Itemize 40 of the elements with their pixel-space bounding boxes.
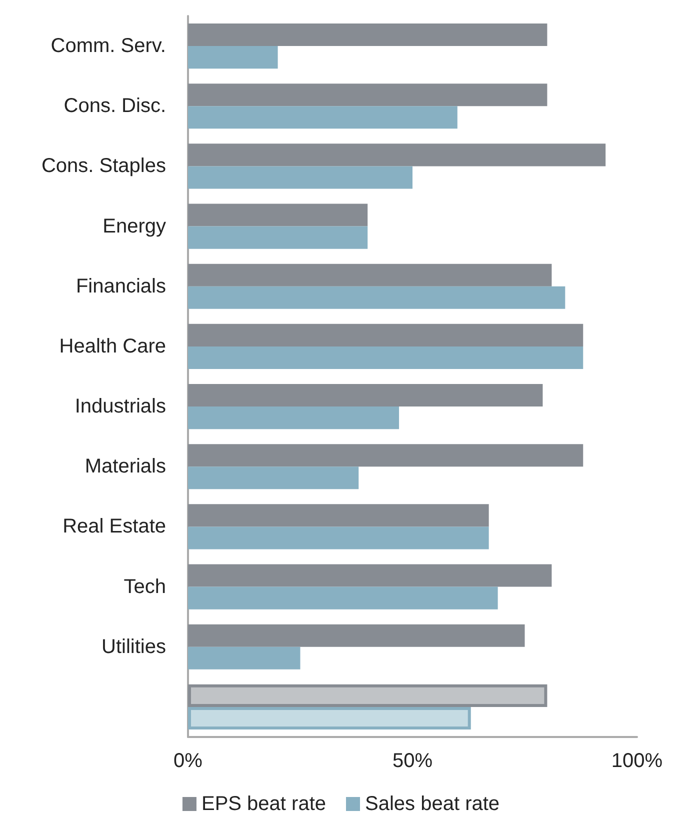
bar [188, 106, 458, 129]
bar [188, 466, 359, 490]
bar [188, 586, 498, 610]
y-tick-label: Tech [124, 576, 166, 598]
bar [188, 564, 552, 587]
bar [188, 624, 525, 647]
legend-label: Sales beat rate [364, 793, 500, 815]
y-tick-label: Cons. Disc. [64, 95, 166, 118]
bar [188, 84, 548, 106]
bar [188, 264, 552, 286]
bar [188, 346, 584, 369]
x-tick-label: 50% [392, 750, 433, 772]
bar [188, 204, 368, 226]
bar [188, 444, 584, 467]
legend-label: EPS beat rate [201, 793, 326, 815]
y-tick-label: Industrials [74, 396, 166, 418]
y-tick-label: Materials [84, 456, 166, 478]
bar [188, 384, 543, 407]
y-tick-label: Energy [102, 215, 166, 238]
y-tick-label: Health Care [59, 335, 166, 358]
bar [188, 24, 548, 46]
y-tick-label: Utilities [102, 636, 166, 658]
y-tick-label: Cons. Staples [41, 155, 166, 178]
y-tick-label: Financials [76, 275, 166, 298]
x-tick-label: 0% [174, 750, 203, 772]
bar [188, 144, 606, 166]
y-tick-label: Real Estate [62, 516, 166, 538]
bar [188, 46, 278, 69]
y-tick-label: Comm. Serv. [50, 35, 166, 58]
bar [188, 166, 412, 189]
bar [188, 226, 368, 249]
bar [188, 706, 471, 730]
bar [188, 324, 584, 346]
bar [188, 646, 300, 670]
bar [188, 526, 489, 550]
bar [188, 684, 548, 707]
bar [188, 406, 400, 430]
x-tick-label: 100% [611, 750, 663, 772]
bar [188, 286, 566, 309]
bar [188, 504, 489, 527]
